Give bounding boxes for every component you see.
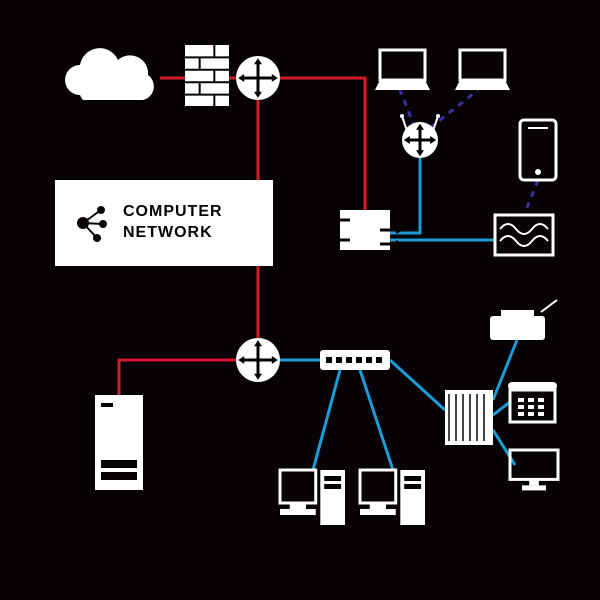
title-line-2: NETWORK <box>123 223 223 244</box>
node-phone <box>520 120 556 180</box>
node-laptop1 <box>375 50 430 90</box>
edge-routerB-server <box>119 360 236 395</box>
node-laptop2 <box>455 50 510 90</box>
node-server <box>95 395 143 490</box>
edge-hub-pc1 <box>313 370 340 470</box>
title-line-1: COMPUTER <box>123 202 223 223</box>
node-deskphone <box>508 382 557 422</box>
edge-phone-modem <box>524 180 538 215</box>
edge-wifi-laptop1 <box>400 90 415 128</box>
network-graph-icon <box>69 202 111 244</box>
edge-wifi-laptop2 <box>430 90 478 128</box>
node-pc1 <box>280 470 345 525</box>
edge-routerA-switchA <box>280 78 365 210</box>
diagram-canvas <box>0 0 600 600</box>
node-monitor <box>510 450 558 490</box>
node-wifi <box>400 114 440 158</box>
node-firewall <box>185 45 229 107</box>
node-modem <box>495 215 553 255</box>
node-printer <box>490 300 557 340</box>
node-cloud <box>65 48 154 100</box>
title-card: COMPUTER NETWORK <box>55 180 273 266</box>
edge-nas-monitor <box>493 430 515 465</box>
node-routerA <box>236 56 280 100</box>
node-pc2 <box>360 470 425 525</box>
edge-switchA-wifi <box>390 158 420 233</box>
edge-hub-pc2 <box>360 370 393 470</box>
node-switchA <box>326 210 404 250</box>
network-diagram: COMPUTER NETWORK <box>0 0 600 600</box>
node-routerB <box>236 338 280 382</box>
edge-hub-nas <box>390 360 445 410</box>
node-hub <box>320 350 390 370</box>
node-nas <box>445 390 493 445</box>
edge-nas-deskphone <box>493 402 510 415</box>
